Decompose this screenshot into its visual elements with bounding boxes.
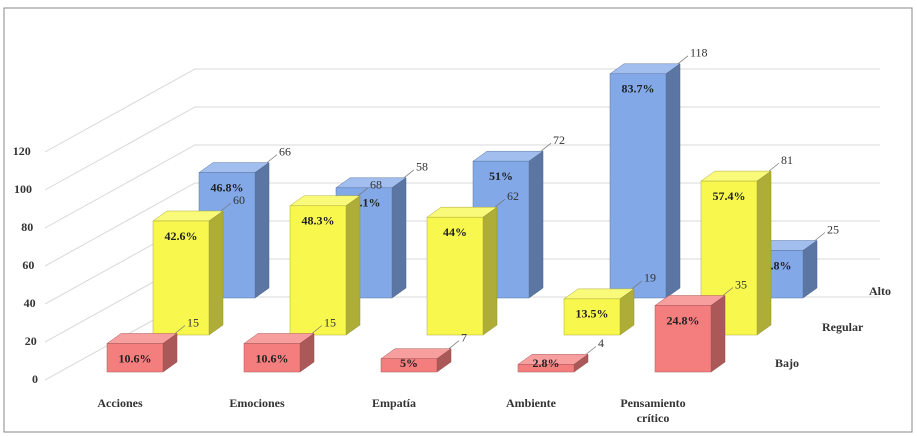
leader-line <box>631 280 643 290</box>
percent-label: 42.6% <box>165 229 198 243</box>
value-label: 4 <box>598 336 604 350</box>
value-label: 35 <box>735 277 747 291</box>
bar-side <box>254 162 270 299</box>
bar-side <box>208 210 224 336</box>
value-label: 19 <box>644 271 656 285</box>
bar <box>609 73 667 299</box>
bar <box>243 343 301 373</box>
leader-line <box>357 187 369 197</box>
bar-side <box>345 195 361 336</box>
bar-side <box>710 295 726 373</box>
percent-label: 46.8% <box>211 180 244 194</box>
leader-line <box>494 198 506 208</box>
percent-label: 13.5% <box>576 307 609 321</box>
bar <box>563 298 621 336</box>
leader-line <box>768 162 780 172</box>
bar <box>380 358 438 373</box>
bar-side <box>528 150 544 299</box>
bar <box>654 305 712 373</box>
x-tick-label: Empatía <box>371 396 416 410</box>
leader-line <box>266 154 278 163</box>
x-tick-label: Emociones <box>229 396 285 410</box>
value-label: 15 <box>324 315 336 329</box>
y-tick-label: 40 <box>24 296 36 310</box>
percent-label: 83.7% <box>622 82 655 96</box>
value-label: 60 <box>233 193 245 207</box>
percent-label: 24.8% <box>667 313 700 327</box>
percent-label: 48.3% <box>302 214 335 228</box>
percent-label: 44% <box>443 225 467 239</box>
bar-side <box>391 177 407 299</box>
leader-line <box>311 325 323 334</box>
legend-label: Bajo <box>775 356 799 370</box>
y-tick-label: 60 <box>22 258 34 272</box>
percent-label: 57.4% <box>713 189 746 203</box>
value-label: 118 <box>690 46 708 60</box>
bar <box>106 343 164 373</box>
y-tick-label: 0 <box>32 372 38 386</box>
value-label: 68 <box>370 178 382 192</box>
y-tick-label: 120 <box>13 144 31 158</box>
leader-line <box>585 346 597 355</box>
x-tick-label: Acciones <box>97 396 143 410</box>
legend-label: Regular <box>822 320 864 334</box>
percent-label: 51% <box>489 169 513 183</box>
value-label: 7 <box>461 330 467 344</box>
value-label: 58 <box>416 160 428 174</box>
percent-label: 10.6% <box>256 351 289 365</box>
bar <box>426 216 484 336</box>
legend-label: Alto <box>869 284 891 298</box>
x-tick-label: Ambiente <box>506 396 556 410</box>
value-label: 72 <box>553 133 565 147</box>
bar <box>152 220 210 336</box>
value-label: 66 <box>279 144 291 158</box>
y-tick-label: 20 <box>25 334 37 348</box>
percent-label: 10.6% <box>119 351 152 365</box>
bar <box>289 205 347 336</box>
value-label: 62 <box>507 189 519 203</box>
y-tick-label: 80 <box>21 220 33 234</box>
bar-side <box>756 170 772 336</box>
leader-line <box>540 142 552 152</box>
leader-line <box>448 340 460 349</box>
y-tick-label: 100 <box>14 182 32 196</box>
value-label: 81 <box>781 153 793 167</box>
leader-line <box>174 325 186 334</box>
leader-line <box>722 287 734 296</box>
leader-line <box>403 169 415 179</box>
leader-line <box>814 232 826 241</box>
percent-label: 5% <box>400 356 418 370</box>
percent-label: 2.8% <box>533 356 560 370</box>
value-label: 25 <box>827 222 839 236</box>
bar-side <box>665 63 681 299</box>
leader-line <box>220 202 232 212</box>
bar-side <box>802 240 818 299</box>
value-label: 15 <box>187 315 199 329</box>
bar-side <box>482 206 498 336</box>
x-tick-label: Pensamiento crítico <box>620 396 686 425</box>
leader-line <box>677 55 689 65</box>
bar <box>517 364 575 373</box>
